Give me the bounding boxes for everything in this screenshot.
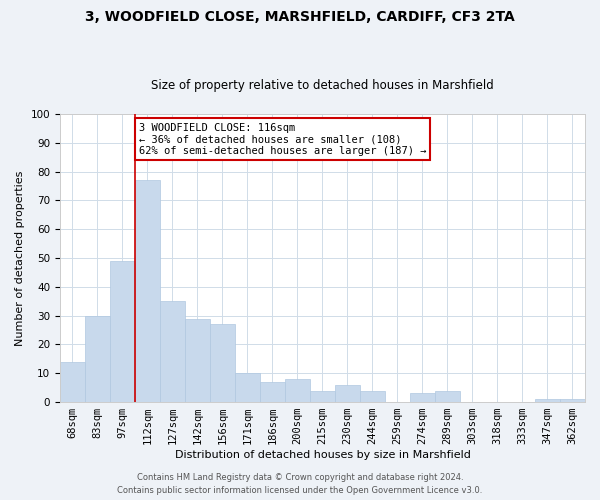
Bar [260,382,285,402]
Bar [85,316,110,402]
Text: Contains HM Land Registry data © Crown copyright and database right 2024.
Contai: Contains HM Land Registry data © Crown c… [118,474,482,495]
Bar [110,261,135,402]
Text: 3, WOODFIELD CLOSE, MARSHFIELD, CARDIFF, CF3 2TA: 3, WOODFIELD CLOSE, MARSHFIELD, CARDIFF,… [85,10,515,24]
Y-axis label: Number of detached properties: Number of detached properties [15,170,25,346]
Bar [310,390,335,402]
Bar [60,362,85,402]
Bar [285,379,310,402]
Title: Size of property relative to detached houses in Marshfield: Size of property relative to detached ho… [151,79,494,92]
X-axis label: Distribution of detached houses by size in Marshfield: Distribution of detached houses by size … [175,450,470,460]
Bar [185,318,210,402]
Bar [160,302,185,402]
Bar [210,324,235,402]
Bar [360,390,385,402]
Bar [560,399,585,402]
Text: 3 WOODFIELD CLOSE: 116sqm
← 36% of detached houses are smaller (108)
62% of semi: 3 WOODFIELD CLOSE: 116sqm ← 36% of detac… [139,122,426,156]
Bar [135,180,160,402]
Bar [535,399,560,402]
Bar [435,390,460,402]
Bar [235,374,260,402]
Bar [335,385,360,402]
Bar [410,394,435,402]
